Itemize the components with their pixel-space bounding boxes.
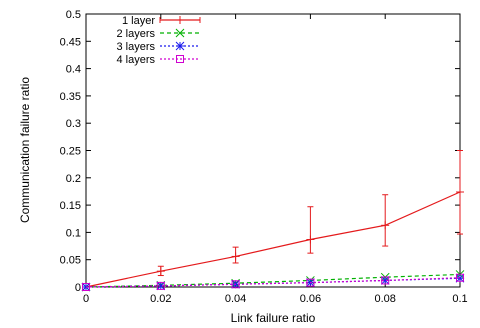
legend-label: 3 layers: [116, 41, 155, 53]
y-tick-label: 0: [75, 282, 81, 294]
y-tick-label: 0.15: [60, 200, 81, 212]
legend-entry-4: 4 layers: [116, 54, 200, 66]
data-point: [381, 276, 390, 285]
y-tick-label: 0.25: [60, 146, 81, 158]
legend-entry-2: 2 layers: [116, 28, 200, 40]
series-line: [85, 273, 461, 288]
error-bar: [382, 194, 389, 247]
legend-label: 1 layer: [122, 15, 155, 27]
data-point: [456, 187, 464, 196]
error-bar: [307, 206, 314, 254]
legend-marker: [176, 55, 184, 63]
y-tick-label: 0.05: [60, 255, 81, 267]
series-1: [82, 150, 464, 291]
legend-marker: [175, 41, 185, 51]
legend-label: 4 layers: [116, 54, 155, 66]
y-tick-label: 0.1: [66, 227, 81, 239]
y-tick-label: 0.35: [60, 91, 81, 103]
x-tick-label: 0.1: [452, 293, 467, 305]
x-axis-label: Link failure ratio: [231, 311, 316, 325]
x-tick-label: 0.02: [150, 293, 171, 305]
x-tick-label: 0.06: [300, 293, 321, 305]
legend-marker: [175, 28, 185, 38]
series-line: [85, 277, 461, 288]
series-3: [81, 273, 465, 292]
data-point: [156, 281, 165, 290]
series-line: [85, 191, 461, 288]
series-4: [82, 273, 464, 291]
x-tick-label: 0: [83, 293, 89, 305]
data-point: [306, 235, 315, 244]
y-tick-label: 0.4: [66, 64, 81, 76]
data-point: [156, 267, 165, 276]
y-tick-label: 0.2: [66, 173, 81, 185]
series-layer: [81, 150, 465, 292]
x-tick-label: 0.04: [225, 293, 246, 305]
legend-label: 2 layers: [116, 28, 155, 40]
data-point: [231, 280, 240, 289]
data-point: [306, 278, 315, 287]
data-point: [381, 221, 390, 230]
tick-labels: 0 0.02 0.04 0.06 0.08 0.1 0 0.05 0.1 0.15 0.2 0.25 0…: [60, 9, 468, 305]
legend-marker: [176, 16, 184, 24]
data-point: [231, 252, 240, 261]
legend-entry-1: 1 layer: [122, 15, 201, 27]
y-tick-label: 0.3: [66, 118, 81, 130]
data-point: [456, 273, 464, 282]
y-tick-label: 0.5: [66, 9, 81, 21]
series-2: [81, 270, 465, 292]
y-axis-label: Communication failure ratio: [18, 77, 32, 223]
legend-entry-3: 3 layers: [116, 41, 200, 53]
data-point: [82, 283, 90, 291]
y-tick-label: 0.45: [60, 36, 81, 48]
x-tick-label: 0.08: [374, 293, 395, 305]
